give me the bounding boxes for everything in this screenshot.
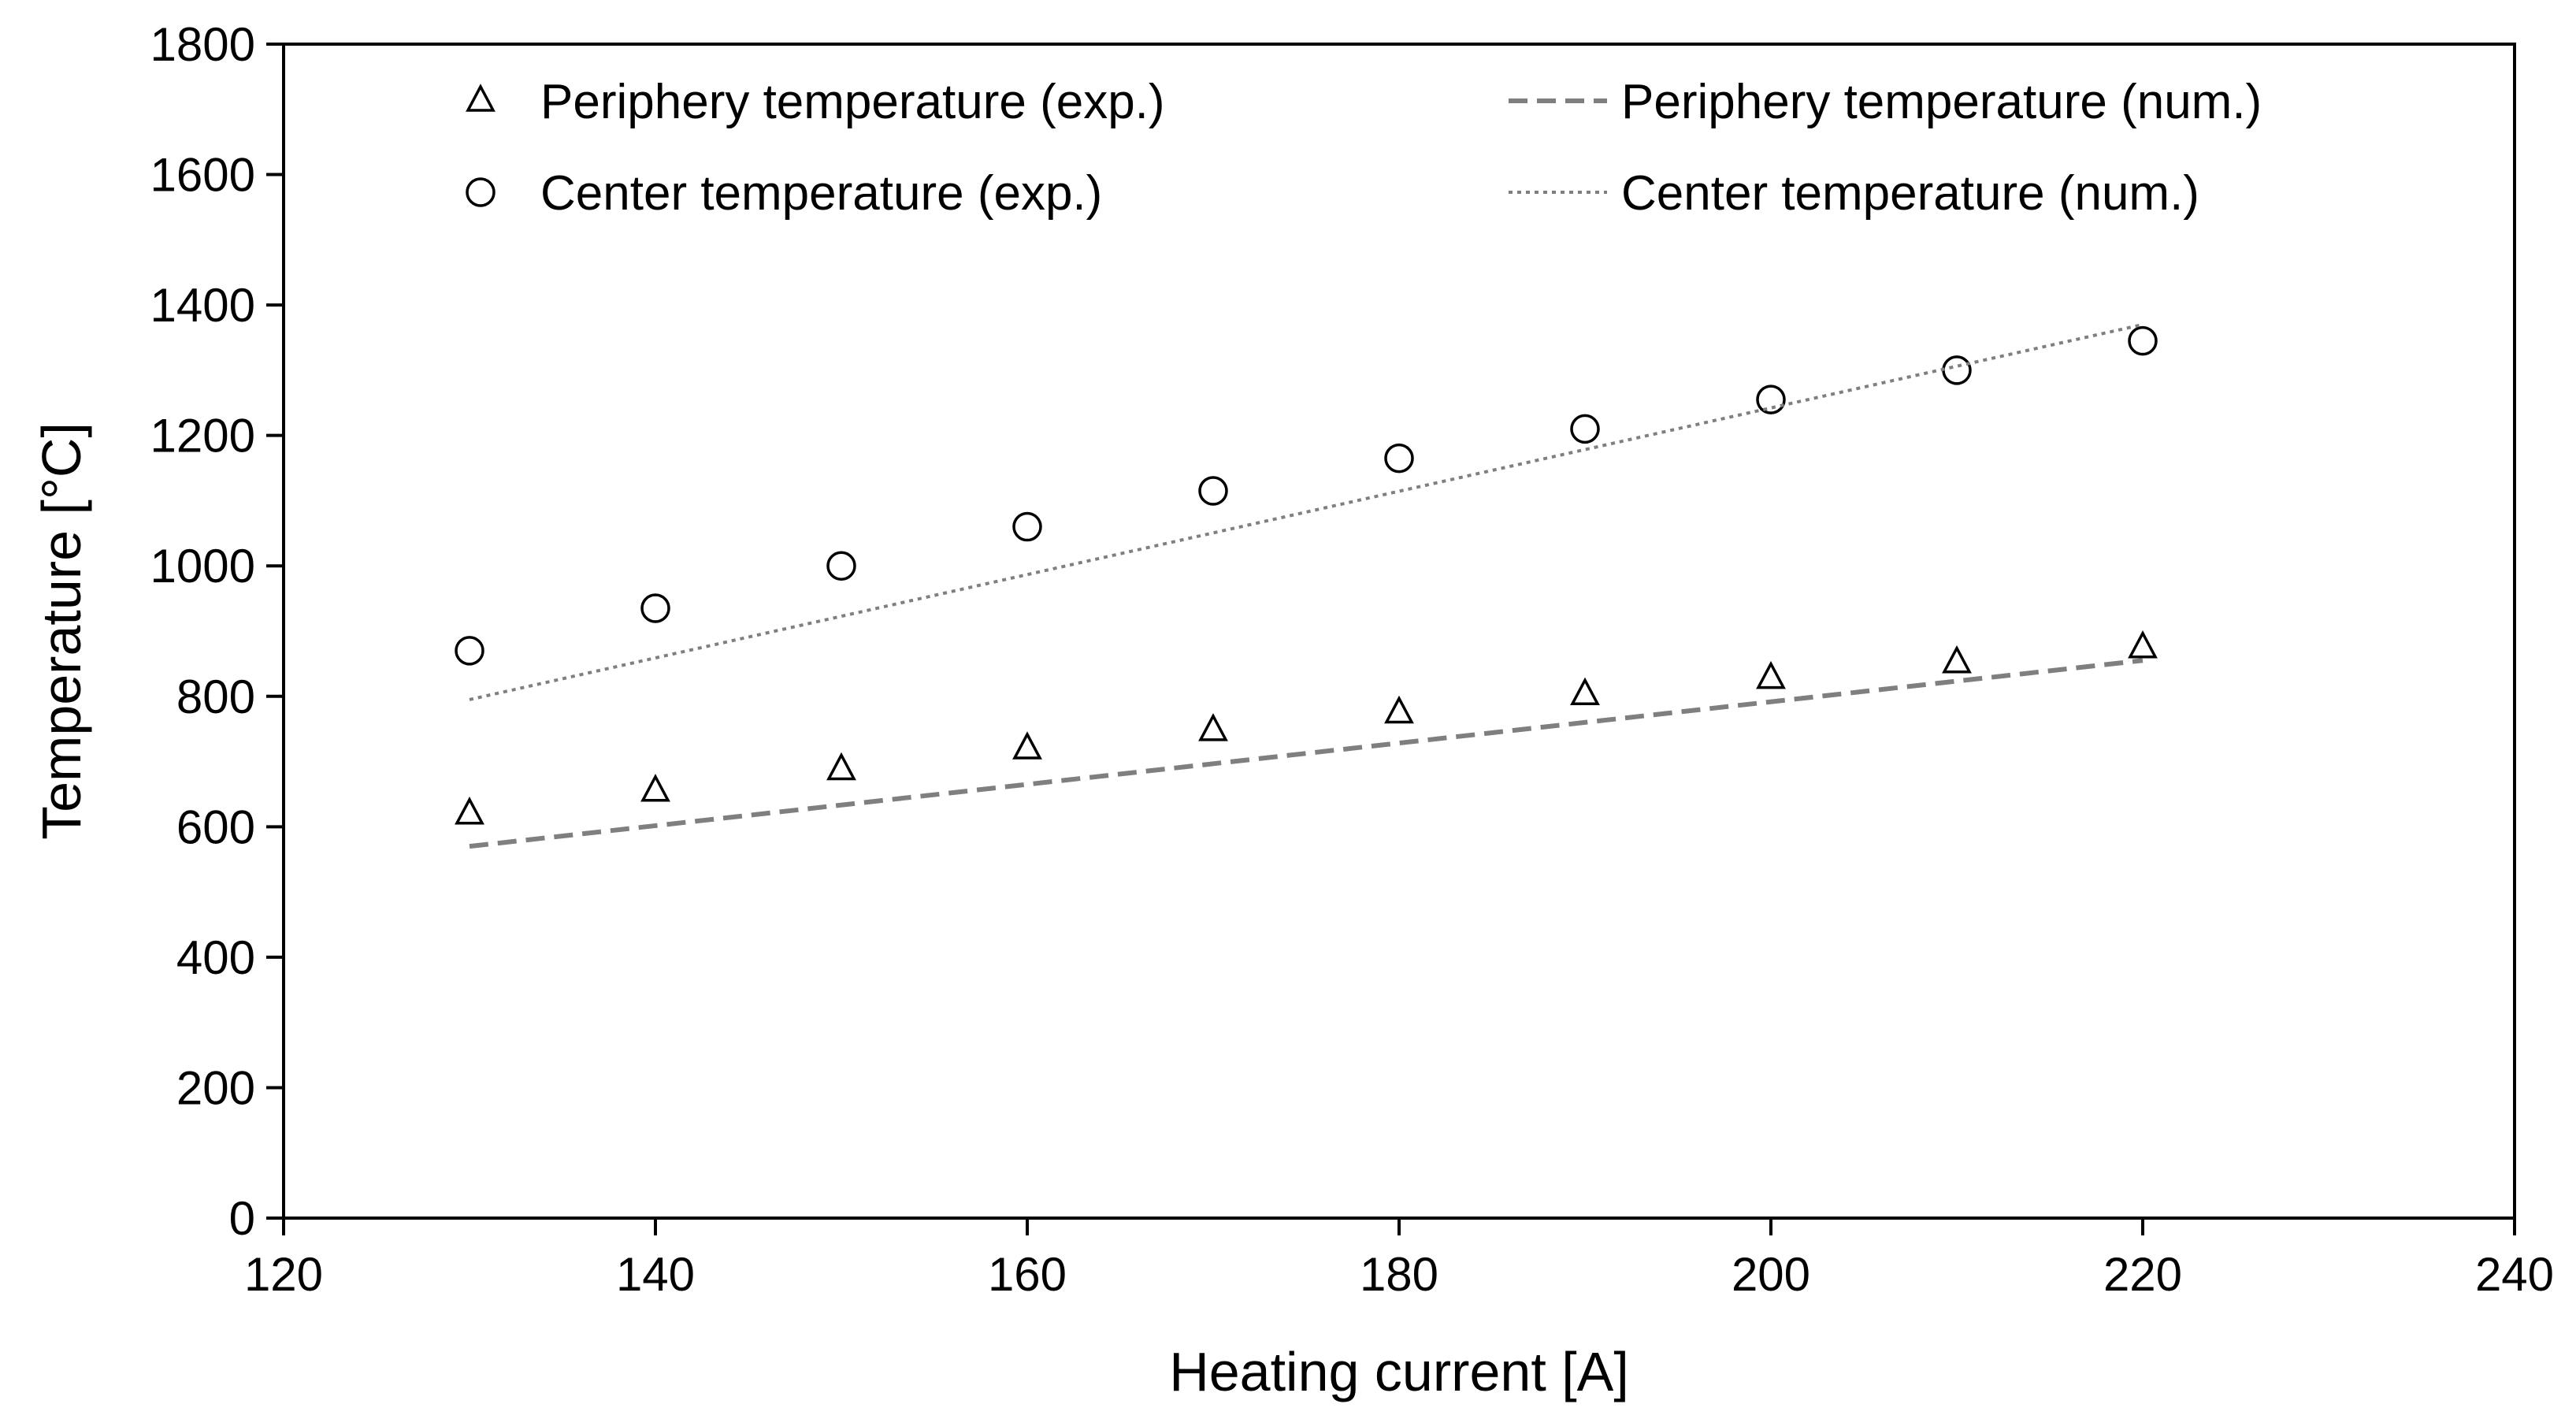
legend-label: Center temperature (num.): [1621, 166, 2199, 221]
center-exp-point: [826, 551, 856, 581]
y-tick-label: 200: [176, 1061, 255, 1114]
legend-item: Periphery temperature (exp.): [466, 75, 1165, 129]
y-tick-label: 1600: [150, 149, 255, 202]
series-3: [469, 658, 2144, 849]
y-axis-ticks: 0 200 400 600 800 1000 1200 1400 1600 1800: [150, 18, 284, 1245]
legend-circle-marker: [466, 177, 496, 207]
periphery-exp-point: [1012, 731, 1042, 760]
center-exp-point: [1942, 355, 1972, 385]
x-tick-label: 200: [1732, 1248, 1810, 1301]
y-tick-label: 800: [176, 670, 255, 723]
center-exp-point: [2128, 325, 2158, 356]
periphery-exp-point: [1570, 677, 1600, 706]
series-layer: [455, 322, 2158, 849]
legend: Periphery temperature (exp.) Center tempe…: [466, 75, 2262, 221]
periphery-exp-point: [1198, 713, 1228, 741]
periphery-exp-point: [1756, 660, 1786, 689]
center-exp-point: [1198, 476, 1228, 506]
x-axis-title: Heating current [A]: [1169, 1341, 1629, 1402]
x-tick-label: 240: [2475, 1248, 2554, 1301]
center-exp-point: [640, 593, 670, 623]
legend-triangle-marker: [466, 84, 496, 112]
legend-label: Periphery temperature (num.): [1621, 75, 2262, 129]
periphery-exp-point: [640, 774, 670, 802]
legend-item: Center temperature (num.): [1509, 166, 2199, 221]
x-tick-label: 140: [616, 1248, 695, 1301]
center-exp-point: [1756, 384, 1786, 414]
periphery-exp-point: [455, 797, 484, 825]
legend-label: Periphery temperature (exp.): [540, 75, 1165, 129]
y-tick-label: 1000: [150, 540, 255, 592]
y-axis-title: Temperature [°C]: [31, 422, 92, 840]
y-tick-label: 0: [229, 1192, 255, 1245]
center-exp-point: [1570, 414, 1600, 444]
periphery-exp-point: [1942, 645, 1972, 674]
y-tick-label: 400: [176, 931, 255, 984]
legend-item: Center temperature (exp.): [466, 166, 1102, 221]
series-1: [455, 630, 2158, 825]
center-exp-point: [455, 636, 484, 666]
y-tick-label: 600: [176, 801, 255, 853]
x-axis-ticks: 120 140 160 180 200 220 240: [244, 1218, 2554, 1301]
x-tick-label: 180: [1360, 1248, 1438, 1301]
center-exp-point: [1384, 443, 1414, 474]
periphery-exp-point: [2128, 630, 2158, 659]
periphery-num-line: [469, 658, 2144, 849]
y-tick-label: 1400: [150, 279, 255, 332]
x-tick-label: 160: [988, 1248, 1067, 1301]
y-tick-label: 1200: [150, 410, 255, 462]
center-exp-point: [1012, 511, 1042, 542]
periphery-exp-point: [826, 752, 856, 781]
x-tick-label: 220: [2103, 1248, 2182, 1301]
legend-item: Periphery temperature (num.): [1509, 75, 2262, 129]
series-2: [455, 325, 2158, 666]
periphery-exp-point: [1384, 695, 1414, 724]
x-tick-label: 120: [244, 1248, 323, 1301]
y-tick-label: 1800: [150, 18, 255, 71]
legend-label: Center temperature (exp.): [540, 166, 1102, 221]
